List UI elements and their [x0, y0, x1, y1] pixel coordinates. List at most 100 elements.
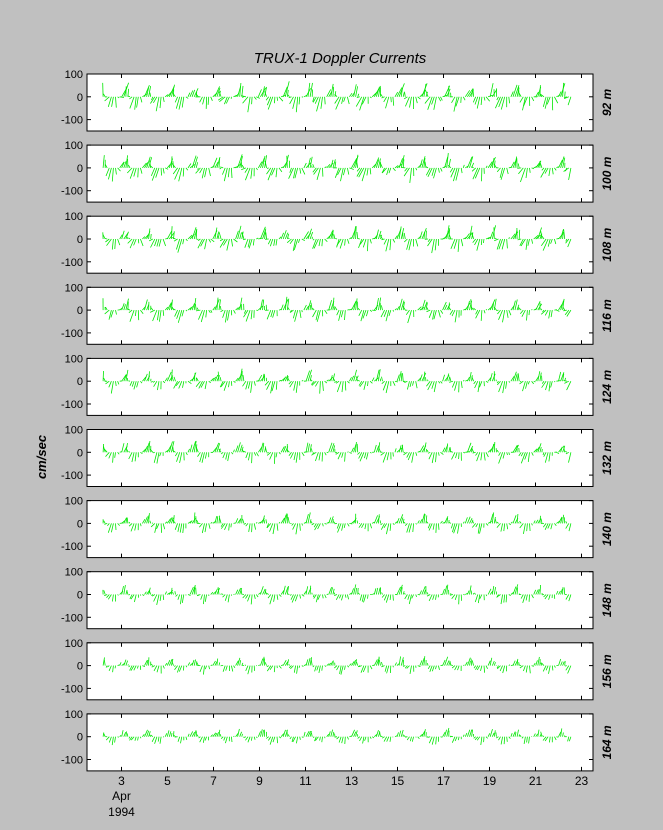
current-stick: [182, 238, 185, 245]
current-stick: [529, 523, 531, 532]
current-stick: [344, 238, 346, 246]
current-stick: [359, 238, 365, 245]
depth-label: 124 m: [600, 370, 614, 404]
current-stick: [237, 442, 241, 453]
current-stick: [123, 517, 127, 524]
current-stick: [398, 656, 401, 666]
current-vectors: [102, 296, 572, 324]
current-stick: [498, 309, 503, 320]
current-stick: [282, 376, 287, 382]
current-stick: [432, 594, 435, 600]
current-stick: [407, 594, 410, 600]
current-stick: [385, 381, 390, 394]
current-stick: [548, 452, 551, 462]
current-stick: [378, 158, 381, 168]
current-stick: [177, 309, 183, 323]
current-stick: [415, 381, 418, 389]
current-stick: [150, 167, 156, 177]
current-stick: [487, 660, 491, 666]
current-stick: [508, 594, 511, 596]
current-stick: [540, 238, 547, 247]
current-stick: [358, 380, 363, 386]
current-stick: [271, 381, 276, 392]
current-stick: [189, 520, 193, 524]
current-stick: [568, 523, 572, 532]
panel-frame: [86, 713, 594, 772]
current-stick: [347, 665, 350, 668]
current-stick: [351, 729, 355, 737]
current-stick: [200, 238, 205, 247]
current-stick: [556, 736, 559, 738]
current-stick: [286, 659, 289, 666]
current-stick: [528, 310, 530, 316]
current-stick: [313, 238, 319, 249]
current-stick: [126, 591, 129, 595]
current-stick: [159, 736, 162, 744]
current-stick: [375, 86, 380, 97]
current-stick: [200, 594, 203, 600]
current-stick: [467, 300, 470, 311]
current-stick: [144, 373, 148, 382]
current-stick: [149, 448, 154, 453]
current-stick: [203, 665, 205, 675]
current-stick: [257, 161, 263, 169]
current-stick: [394, 735, 398, 738]
current-stick: [454, 381, 458, 391]
current-stick: [457, 523, 460, 534]
current-stick: [344, 310, 346, 321]
current-stick: [421, 83, 428, 97]
current-stick: [156, 238, 160, 247]
current-stick: [531, 238, 533, 244]
current-stick: [547, 238, 551, 247]
current-stick: [258, 664, 260, 666]
current-vectors: [102, 368, 572, 394]
current-stick: [383, 736, 388, 742]
current-stick: [172, 307, 176, 311]
current-stick: [307, 730, 311, 737]
current-stick: [164, 662, 168, 666]
current-stick: [198, 736, 201, 739]
current-stick: [336, 736, 340, 740]
current-stick: [448, 447, 451, 453]
current-stick: [127, 88, 129, 97]
current-stick: [144, 445, 148, 453]
current-stick: [428, 523, 433, 531]
current-stick: [537, 443, 542, 453]
current-stick: [253, 736, 256, 740]
current-stick: [335, 96, 342, 110]
current-stick: [262, 730, 264, 737]
current-stick: [185, 665, 188, 668]
current-stick: [349, 237, 352, 240]
current-stick: [133, 167, 137, 177]
current-stick: [110, 381, 114, 394]
current-stick: [454, 594, 458, 601]
current-stick: [185, 167, 189, 171]
current-stick: [140, 736, 142, 739]
current-stick: [199, 167, 203, 174]
current-stick: [334, 161, 337, 168]
current-stick: [146, 442, 150, 453]
current-stick: [187, 448, 190, 453]
current-stick: [540, 731, 543, 737]
current-stick: [417, 736, 420, 739]
current-stick: [471, 523, 477, 528]
current-stick: [339, 238, 344, 249]
current-stick: [239, 82, 242, 97]
current-vectors: [102, 440, 572, 464]
current-stick: [187, 307, 192, 311]
current-stick: [129, 309, 135, 322]
x-tick-label: 7: [210, 774, 217, 788]
current-stick: [508, 380, 511, 383]
current-stick: [111, 96, 114, 107]
current-stick: [264, 446, 267, 453]
current-stick: [366, 309, 369, 317]
current-stick: [449, 167, 454, 173]
current-stick: [412, 523, 414, 533]
current-stick: [134, 523, 137, 531]
current-stick: [494, 519, 497, 524]
current-stick: [241, 662, 244, 666]
current-stick: [117, 523, 120, 526]
current-stick: [144, 85, 150, 97]
current-stick: [150, 96, 156, 104]
current-stick: [210, 238, 215, 243]
